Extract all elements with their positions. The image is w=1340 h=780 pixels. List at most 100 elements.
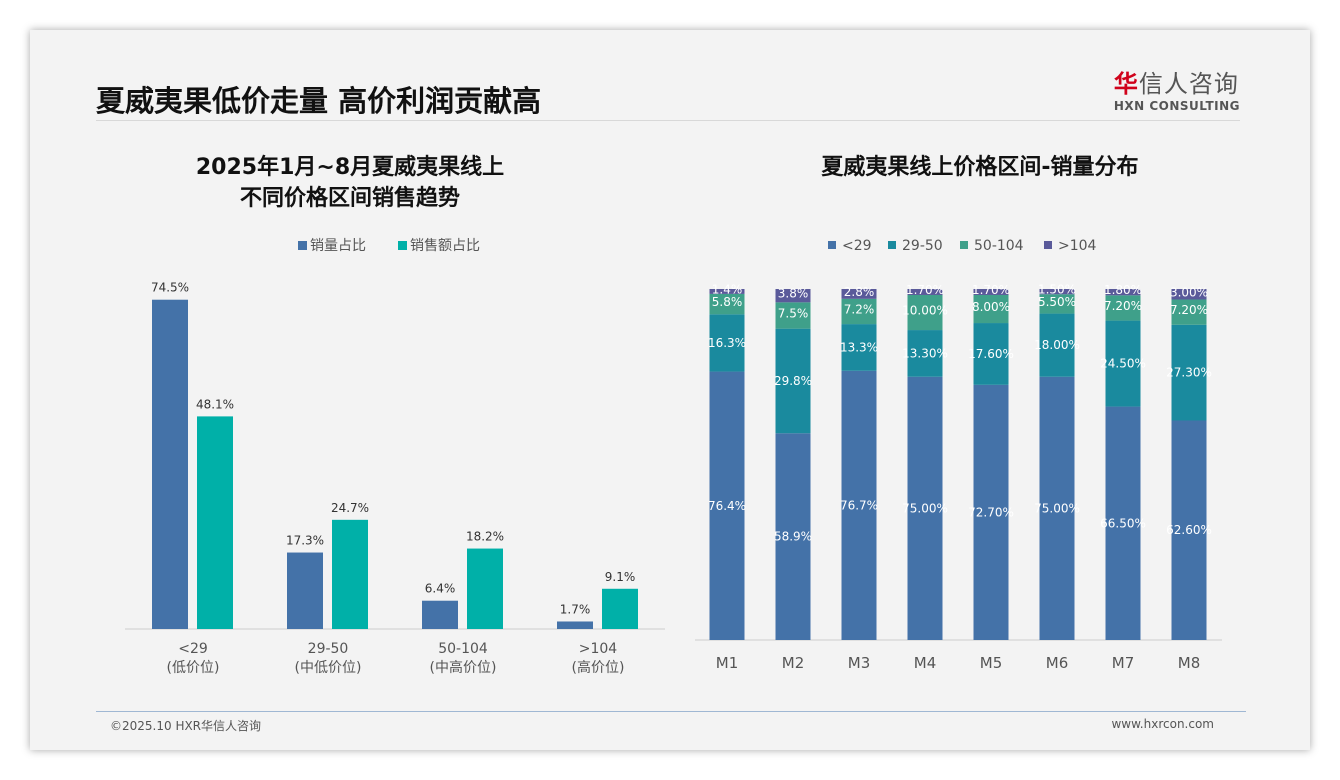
data-label: 7.20% <box>1170 303 1208 317</box>
data-label: 76.4% <box>708 499 746 513</box>
data-label: 27.30% <box>1166 366 1212 380</box>
legend-label: 销售额占比 <box>410 238 480 254</box>
legend-swatch <box>828 241 836 249</box>
data-label: 18.2% <box>466 530 504 544</box>
data-label: 3.8% <box>778 287 809 301</box>
stack-segment <box>775 328 811 434</box>
logo-red: 华 <box>1113 70 1139 98</box>
stack-segment <box>775 433 811 640</box>
x-tick-label: M2 <box>782 654 805 672</box>
legend-swatch <box>888 241 896 249</box>
data-label: 24.50% <box>1100 357 1146 371</box>
data-label: 13.3% <box>840 340 878 354</box>
x-tick-sub: (中高价位) <box>430 659 497 676</box>
bar-sales <box>467 548 503 629</box>
stack-segment <box>1039 289 1075 295</box>
stack-segment <box>709 289 745 294</box>
data-label: 72.70% <box>968 505 1014 519</box>
data-label: 62.60% <box>1166 523 1212 537</box>
stack-segment <box>1171 289 1207 300</box>
stack-segment <box>841 298 877 325</box>
data-label: 6.4% <box>425 582 456 596</box>
data-label: 24.7% <box>331 501 369 515</box>
x-tick-sub: (低价位) <box>167 660 220 676</box>
stack-segment <box>775 302 811 329</box>
data-label: 5.8% <box>712 295 743 309</box>
right-chart-title: 夏威夷果线上价格区间-销量分布 <box>821 155 1139 180</box>
stack-segment <box>1039 376 1075 640</box>
stack-segment <box>907 376 943 640</box>
legend-label: 销量占比 <box>310 238 366 254</box>
logo-en: HXN CONSULTING <box>1113 99 1240 113</box>
x-tick-label: 29-50 <box>308 641 349 657</box>
data-label: 7.5% <box>778 307 809 321</box>
legend-swatch <box>960 241 968 249</box>
stack-segment <box>973 384 1009 640</box>
stack-segment <box>973 323 1009 385</box>
stack-segment <box>907 289 943 295</box>
legend-swatch <box>1044 241 1052 249</box>
stack-segment <box>1171 299 1207 325</box>
data-label: 74.5% <box>151 281 189 295</box>
bar-volume <box>422 600 458 629</box>
left-title-line2: 不同价格区间销售趋势 <box>239 186 460 211</box>
stack-segment <box>907 294 943 331</box>
data-label: 13.30% <box>902 346 948 360</box>
data-label: 75.00% <box>902 501 948 515</box>
data-label: 3.00% <box>1170 285 1208 299</box>
legend-label: <29 <box>842 238 872 254</box>
data-label: 1.70% <box>972 283 1010 297</box>
x-tick-label: 50-104 <box>438 641 488 657</box>
stack-segment <box>1105 289 1141 296</box>
divider <box>96 120 1240 121</box>
footer-divider <box>96 711 1246 712</box>
data-label: 17.60% <box>968 347 1014 361</box>
x-tick-sub: (高价位) <box>572 659 625 676</box>
stack-segment <box>1039 313 1075 377</box>
legend-label: 29-50 <box>902 238 943 254</box>
legend-label: >104 <box>1058 238 1097 254</box>
data-label: 29.8% <box>774 374 812 388</box>
data-label: 16.3% <box>708 336 746 350</box>
data-label: 5.50% <box>1038 295 1076 309</box>
x-tick-label: >104 <box>579 641 618 657</box>
stack-segment <box>775 289 811 303</box>
stack-segment <box>709 314 745 372</box>
data-label: 48.1% <box>196 397 234 411</box>
data-label: 1.50% <box>1038 283 1076 297</box>
stack-segment <box>907 330 943 377</box>
page-title: 夏威夷果低价走量 高价利润贡献高 <box>96 84 542 118</box>
legend-label: 50-104 <box>974 238 1024 254</box>
bar-volume <box>557 621 593 629</box>
data-label: 76.7% <box>840 498 878 512</box>
bar-volume <box>287 552 323 629</box>
bar-sales <box>602 588 638 629</box>
data-label: 9.1% <box>605 570 636 584</box>
stack-segment <box>1105 406 1141 640</box>
slide: 销量占比 销售额占比 74.5% 48.1% <29 (低价位) 17.3% 24.7% 29-… <box>30 30 1310 750</box>
stack-segment <box>1039 294 1075 314</box>
data-label: 18.00% <box>1034 338 1080 352</box>
stack-segment <box>973 289 1009 295</box>
data-label: 1.7% <box>560 602 591 616</box>
data-label: 7.2% <box>844 302 875 316</box>
data-label: 7.20% <box>1104 299 1142 313</box>
x-tick-label: M4 <box>914 654 937 672</box>
data-label: 2.8% <box>844 285 875 299</box>
data-label: 58.9% <box>774 530 812 544</box>
x-tick-sub: (中低价位) <box>295 660 362 676</box>
website: www.hxrcon.com <box>1111 717 1214 731</box>
bar-sales <box>332 519 368 629</box>
stack-segment <box>973 294 1009 324</box>
stack-segment <box>841 370 877 640</box>
stack-segment <box>1105 320 1141 407</box>
x-tick-label: <29 <box>178 641 208 657</box>
data-label: 1.4% <box>712 282 743 296</box>
stack-segment <box>709 293 745 315</box>
data-label: 75.00% <box>1034 501 1080 515</box>
data-label: 1.70% <box>906 283 944 297</box>
logo: 华信人咨询 HXN CONSULTING <box>1114 64 1240 113</box>
copyright: ©2025.10 HXR华信人咨询 <box>110 719 262 733</box>
x-tick-label: M5 <box>980 654 1003 672</box>
x-tick-label: M3 <box>848 654 871 672</box>
